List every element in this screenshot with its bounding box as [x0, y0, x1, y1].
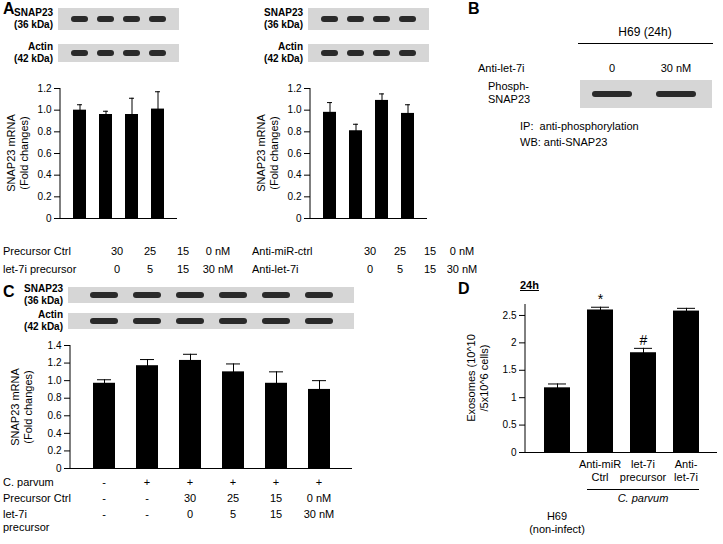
- html-text:15: 15: [176, 245, 190, 257]
- svg-text:0.2: 0.2: [288, 191, 302, 202]
- html-text:SNAP23 (36 kDa): SNAP23 (36 kDa): [14, 7, 53, 30]
- html-text:Phosph- SNAP23: Phosph- SNAP23: [488, 80, 531, 105]
- svg-text:0.2: 0.2: [38, 191, 52, 202]
- svg-text:0.8: 0.8: [288, 126, 302, 137]
- html-text:5: 5: [229, 508, 237, 520]
- svg-text:2.5: 2.5: [503, 310, 517, 321]
- html-text:A: A: [3, 0, 15, 17]
- html-text:30: 30: [363, 245, 377, 257]
- svg-text:0.4: 0.4: [48, 428, 62, 439]
- svg-text:0: 0: [46, 213, 52, 224]
- html-text:H69 (24h): H69 (24h): [618, 25, 672, 39]
- html-text:0: 0: [608, 62, 616, 74]
- html-text:0 nM: 0 nM: [205, 245, 231, 257]
- html-text:Actin (42 kDa): Actin (42 kDa): [264, 41, 303, 64]
- svg-text:1.0: 1.0: [38, 104, 52, 115]
- svg-text:1.2: 1.2: [38, 83, 52, 94]
- html-text:0 nM: 0 nM: [449, 245, 475, 257]
- svg-text:0.4: 0.4: [38, 169, 52, 180]
- svg-text:0.6: 0.6: [38, 148, 52, 159]
- html-text:H69 (non-infect): H69 (non-infect): [529, 510, 585, 535]
- html-text:let-7i precursor: let-7i precursor: [3, 263, 77, 275]
- html-text:C: C: [3, 283, 15, 300]
- html-text:IP: anti-phosphorylation: IP: anti-phosphorylation: [520, 120, 639, 132]
- html-text:15: 15: [176, 263, 190, 275]
- html-text:WB: anti-SNAP23: WB: anti-SNAP23: [520, 136, 608, 148]
- html-text:30 nM: 30 nM: [660, 62, 692, 74]
- html-text:SNAP23 mRNA (Fold changes): SNAP23 mRNA (Fold changes): [9, 367, 34, 446]
- html-text:15: 15: [423, 245, 437, 257]
- svg-text:1: 1: [511, 392, 517, 403]
- html-text:Anti-miR-ctrl: Anti-miR-ctrl: [252, 245, 313, 257]
- svg-text:1.2: 1.2: [288, 83, 302, 94]
- html-text:0 nM: 0 nM: [306, 492, 332, 504]
- html-text:15: 15: [423, 263, 437, 275]
- html-text:let-7i precursor: let-7i precursor: [3, 508, 50, 533]
- svg-text:0.4: 0.4: [288, 169, 302, 180]
- html-text:SNAP23 mRNA (Fold changes): SNAP23 mRNA (Fold changes): [255, 114, 280, 192]
- html-text:25: 25: [143, 245, 157, 257]
- svg-text:0: 0: [296, 213, 302, 224]
- html-text:30: 30: [110, 245, 124, 257]
- svg-text:1.0: 1.0: [48, 375, 62, 386]
- html-text:30 nM: 30 nM: [303, 508, 335, 520]
- html-text:0: 0: [366, 263, 374, 275]
- svg-text:1.0: 1.0: [288, 104, 302, 115]
- html-text:Anti-let-7i: Anti-let-7i: [478, 62, 525, 74]
- svg-text:1.4: 1.4: [48, 340, 62, 351]
- html-text:25: 25: [393, 245, 407, 257]
- svg-text:0: 0: [56, 463, 62, 474]
- html-text:let-7i precursor: let-7i precursor: [619, 458, 667, 483]
- html-text:Actin (42 kDa): Actin (42 kDa): [14, 41, 53, 64]
- svg-text:0.8: 0.8: [48, 392, 62, 403]
- html-text:5: 5: [396, 263, 404, 275]
- html-text:Anti-miR Ctrl: Anti-miR Ctrl: [578, 458, 622, 483]
- html-text:C. parvum: C. parvum: [617, 492, 669, 504]
- svg-text:#: #: [640, 332, 648, 348]
- html-text:25: 25: [226, 492, 240, 504]
- html-text:C. parvum: C. parvum: [3, 476, 54, 488]
- html-text:5: 5: [146, 263, 154, 275]
- svg-text:0.8: 0.8: [38, 126, 52, 137]
- html-text:30: 30: [183, 492, 197, 504]
- html-text:Exosomes (10^10 /5x10^6 cells): Exosomes (10^10 /5x10^6 cells): [465, 334, 490, 422]
- html-text:15: 15: [269, 492, 283, 504]
- html-text:SNAP23 mRNA (Fold changes): SNAP23 mRNA (Fold changes): [5, 114, 30, 192]
- svg-text:0.5: 0.5: [503, 419, 517, 430]
- html-text:30 nM: 30 nM: [202, 263, 234, 275]
- svg-text:0.2: 0.2: [48, 445, 62, 456]
- html-text:D: D: [458, 280, 470, 297]
- html-text:Actin (42 kDa): Actin (42 kDa): [24, 309, 63, 332]
- html-text:15: 15: [269, 508, 283, 520]
- svg-text:0: 0: [511, 447, 517, 458]
- html-text:24h: 24h: [520, 279, 539, 291]
- html-text:Precursor Ctrl: Precursor Ctrl: [3, 492, 71, 504]
- svg-text:*: *: [598, 291, 604, 307]
- html-text:0: 0: [186, 508, 194, 520]
- html-text:0: 0: [113, 263, 121, 275]
- html-text:Precursor Ctrl: Precursor Ctrl: [3, 245, 71, 257]
- svg-text:1.5: 1.5: [503, 364, 517, 375]
- svg-text:0.6: 0.6: [288, 148, 302, 159]
- html-text:30 nM: 30 nM: [446, 263, 478, 275]
- html-text:SNAP23 (36 kDa): SNAP23 (36 kDa): [24, 283, 63, 306]
- svg-text:1.2: 1.2: [48, 357, 62, 368]
- svg-text:0.6: 0.6: [48, 410, 62, 421]
- html-text:B: B: [468, 0, 480, 17]
- html-text:SNAP23 (36 kDa): SNAP23 (36 kDa): [264, 7, 303, 30]
- html-text:Anti-let-7i: Anti-let-7i: [252, 263, 299, 275]
- html-text:Anti- let-7i: Anti- let-7i: [674, 458, 698, 483]
- svg-text:2: 2: [511, 337, 517, 348]
